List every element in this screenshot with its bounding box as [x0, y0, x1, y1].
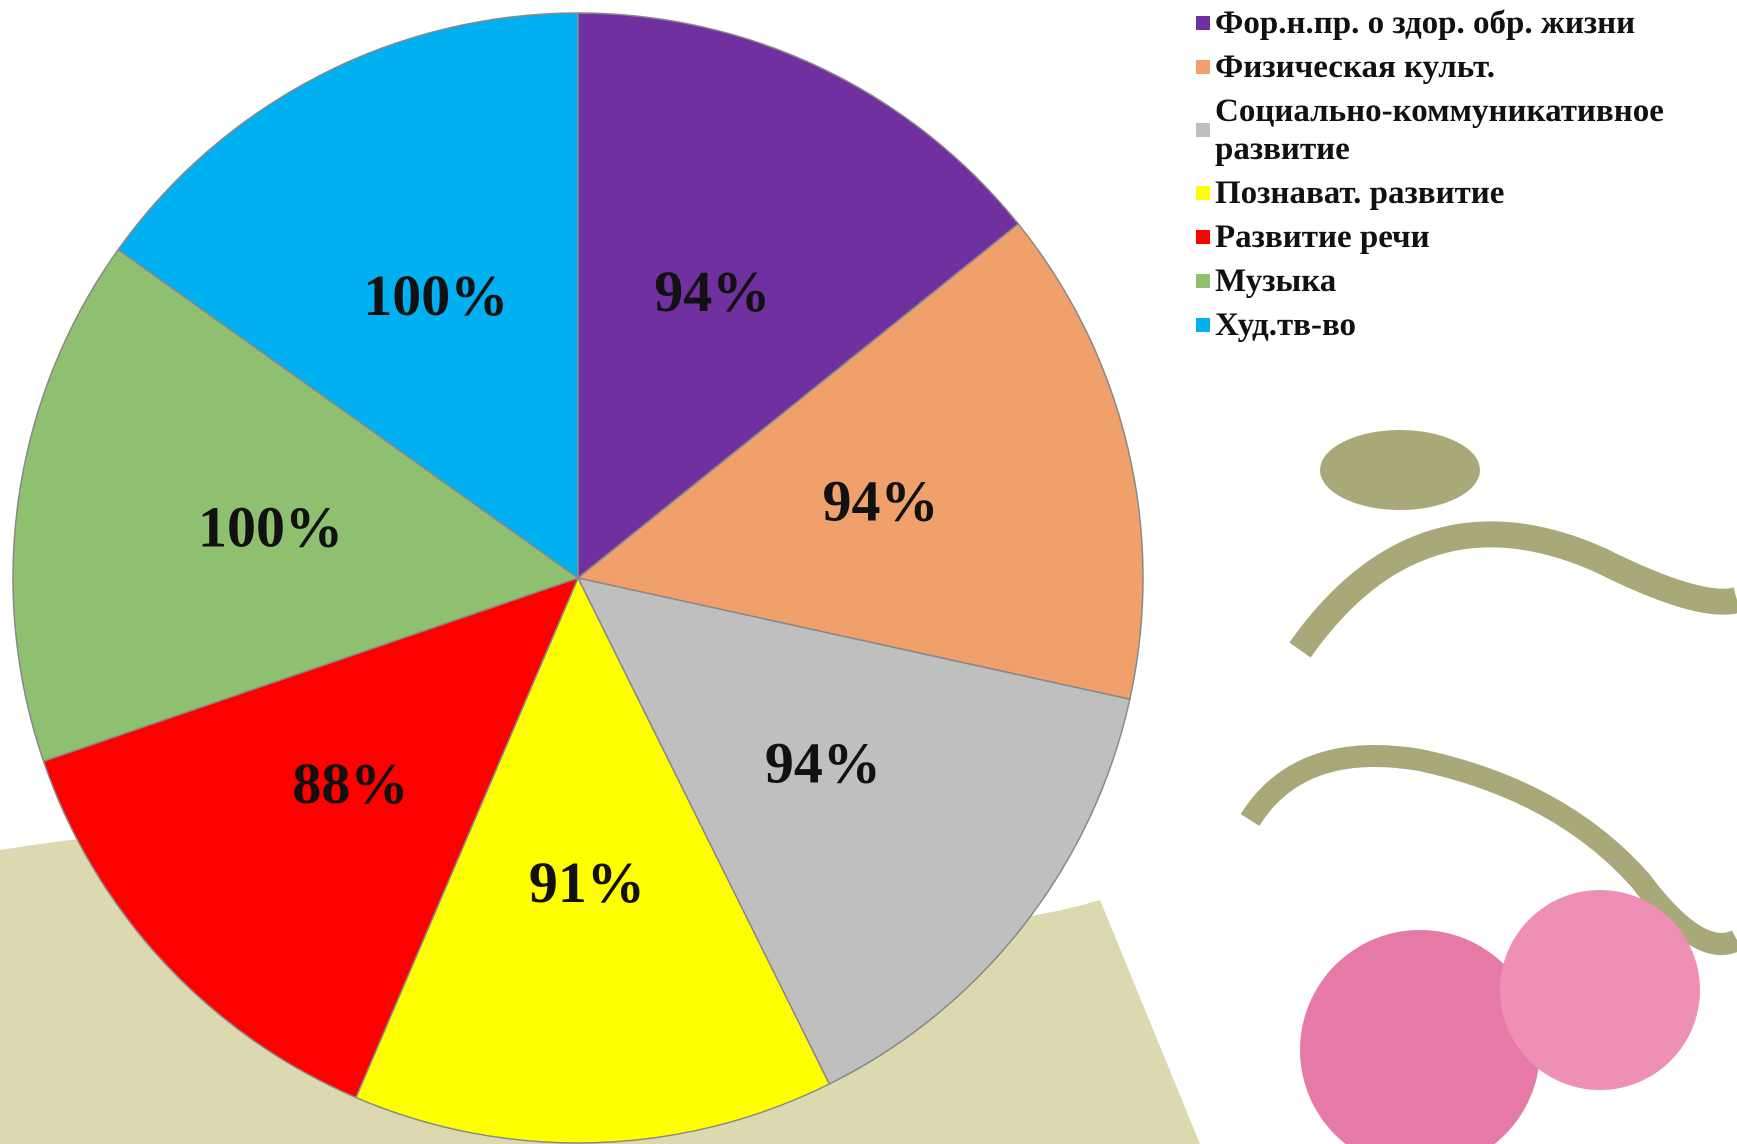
legend-swatch: [1196, 274, 1210, 288]
legend-label: Познават. развитие: [1215, 174, 1504, 212]
legend-item: Худ.тв-во: [1196, 306, 1731, 344]
data-label: 88%: [292, 751, 408, 816]
pie: 94% 94% 94% 91% 88% 100% 100%: [13, 13, 1143, 1143]
legend-item: Фор.н.пр. о здор. обр. жизни: [1196, 4, 1731, 42]
legend: Фор.н.пр. о здор. обр. жизни Физическая к…: [1196, 4, 1731, 350]
legend-label: Фор.н.пр. о здор. обр. жизни: [1215, 4, 1635, 42]
legend-swatch: [1196, 186, 1210, 200]
legend-item: Развитие речи: [1196, 218, 1731, 256]
legend-item: Физическая культ.: [1196, 48, 1731, 86]
data-label: 94%: [654, 259, 770, 324]
legend-label: Музыка: [1215, 262, 1336, 300]
data-label: 94%: [823, 468, 939, 533]
data-label: 94%: [765, 731, 881, 796]
legend-swatch: [1196, 318, 1210, 332]
rose: [1500, 890, 1700, 1090]
data-label: 100%: [363, 263, 508, 328]
legend-label: Развитие речи: [1215, 218, 1430, 256]
legend-label: Социально-коммуникативное развитие: [1215, 92, 1731, 168]
slide: 94% 94% 94% 91% 88% 100% 100% Фор.н.пр. о здор…: [0, 0, 1737, 1144]
data-label: 91%: [529, 850, 645, 915]
legend-swatch: [1196, 230, 1210, 244]
legend-label: Худ.тв-во: [1215, 306, 1356, 344]
swirl: [1300, 534, 1737, 650]
data-label: 100%: [198, 494, 343, 559]
legend-swatch: [1196, 16, 1210, 30]
legend-swatch: [1196, 123, 1210, 137]
legend-swatch: [1196, 60, 1210, 74]
legend-item: Познават. развитие: [1196, 174, 1731, 212]
legend-label: Физическая культ.: [1215, 48, 1495, 86]
legend-item: Социально-коммуникативное развитие: [1196, 92, 1731, 168]
leaf: [1320, 430, 1480, 510]
legend-item: Музыка: [1196, 262, 1731, 300]
